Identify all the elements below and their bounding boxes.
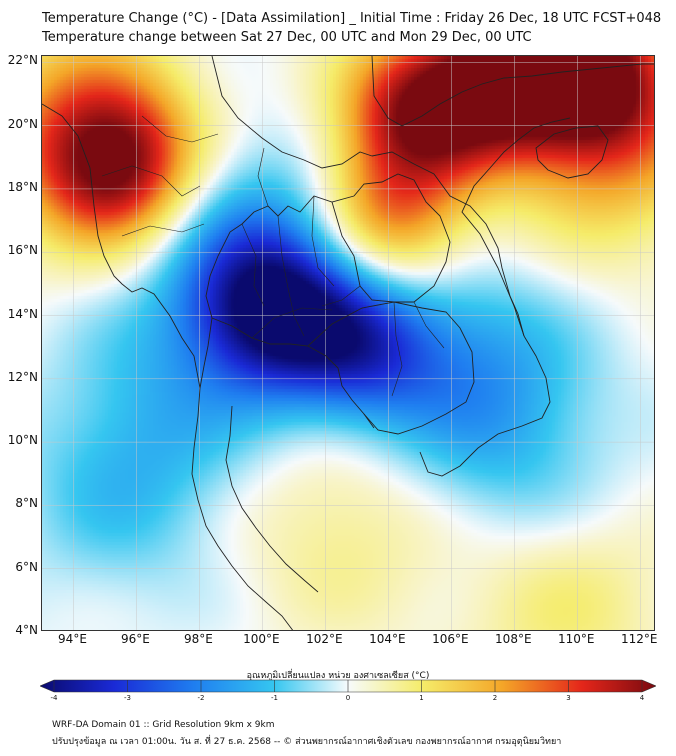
- lon-label: 108°E: [495, 632, 532, 646]
- vietnam-north-coast: [461, 117, 571, 337]
- lon-label: 112°E: [621, 632, 658, 646]
- lon-label: 106°E: [432, 632, 469, 646]
- lat-label: 4°N: [15, 623, 38, 637]
- footer-model-info: WRF-DA Domain 01 :: Grid Resolution 9km …: [52, 720, 275, 730]
- colorbar: [40, 679, 656, 693]
- lat-label: 22°N: [7, 53, 38, 68]
- hainan-island: [535, 125, 609, 179]
- thai-peninsula-east: [225, 405, 319, 593]
- colorbar-tickmarks: [53, 680, 643, 692]
- lon-label: 94°E: [58, 632, 87, 646]
- lon-label: 98°E: [183, 632, 213, 646]
- lon-label: 102°E: [306, 632, 343, 646]
- lat-label: 10°N: [7, 433, 38, 448]
- colorbar-tick-label: 1: [419, 694, 424, 702]
- myanmar-coast: [42, 103, 201, 389]
- lat-label: 16°N: [7, 243, 38, 258]
- thailand-coast: [211, 317, 375, 429]
- lon-label: 110°E: [558, 632, 595, 646]
- chart-subtitle: Temperature change between Sat 27 Dec, 0…: [42, 30, 532, 45]
- thai-peninsula: [191, 387, 294, 630]
- country-borders: [42, 56, 654, 630]
- colorbar-title: อุณหภูมิเปลี่ยนแปลง หน่วย องศาเซลเซียส (…: [246, 671, 430, 681]
- lon-label: 104°E: [369, 632, 406, 646]
- lat-label: 12°N: [7, 369, 38, 384]
- colorbar-tick-label: 0: [345, 694, 351, 702]
- lat-label: 20°N: [7, 116, 38, 131]
- thailand-laos-border: [331, 173, 451, 303]
- lat-label: 6°N: [15, 559, 38, 574]
- lat-label: 18°N: [7, 179, 38, 194]
- laos-vietnam-border: [371, 151, 525, 337]
- china-coast: [371, 56, 654, 127]
- lat-label: 8°N: [15, 496, 38, 511]
- colorbar-tick-label: 3: [566, 694, 571, 702]
- province-lines: [241, 147, 445, 397]
- colorbar-tick-label: -2: [197, 694, 205, 702]
- lon-label: 100°E: [243, 632, 280, 646]
- myanmar-provinces: [101, 115, 219, 237]
- colorbar-tick-label: 2: [492, 694, 498, 702]
- cambodia-border: [307, 301, 475, 435]
- colorbar-tick-label: 4: [639, 694, 645, 702]
- lat-label: 14°N: [7, 306, 38, 321]
- vietnam-south-coast: [419, 335, 551, 477]
- colorbar-tick-label: -1: [271, 694, 278, 702]
- myanmar-thailand-border: [199, 195, 355, 389]
- colorbar-tick-label: -4: [50, 694, 58, 702]
- colorbar-tick-label: -3: [124, 694, 131, 702]
- graticule: [42, 56, 654, 630]
- map-overlay: [42, 56, 654, 630]
- myanmar-china-border: [211, 56, 373, 169]
- temperature-map: [41, 55, 655, 631]
- footer-credit: ปรับปรุงข้อมูล ณ เวลา 01:00น. วัน ส. ที่…: [52, 737, 562, 747]
- chart-title: Temperature Change (°C) - [Data Assimila…: [42, 11, 662, 26]
- lon-label: 96°E: [121, 632, 150, 646]
- temperature-field-raster: [42, 56, 654, 630]
